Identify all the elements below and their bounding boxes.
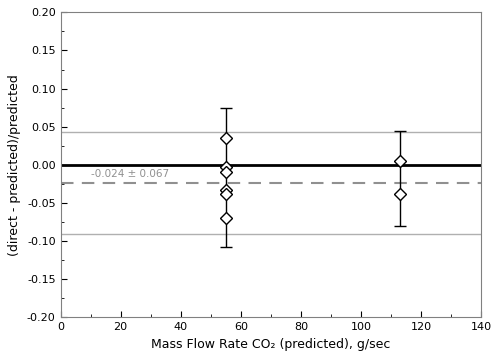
Text: -0.024 ± 0.067: -0.024 ± 0.067: [90, 169, 168, 179]
Y-axis label: (direct - predicted)/predicted: (direct - predicted)/predicted: [8, 74, 22, 256]
X-axis label: Mass Flow Rate CO₂ (predicted), g/sec: Mass Flow Rate CO₂ (predicted), g/sec: [151, 338, 390, 351]
